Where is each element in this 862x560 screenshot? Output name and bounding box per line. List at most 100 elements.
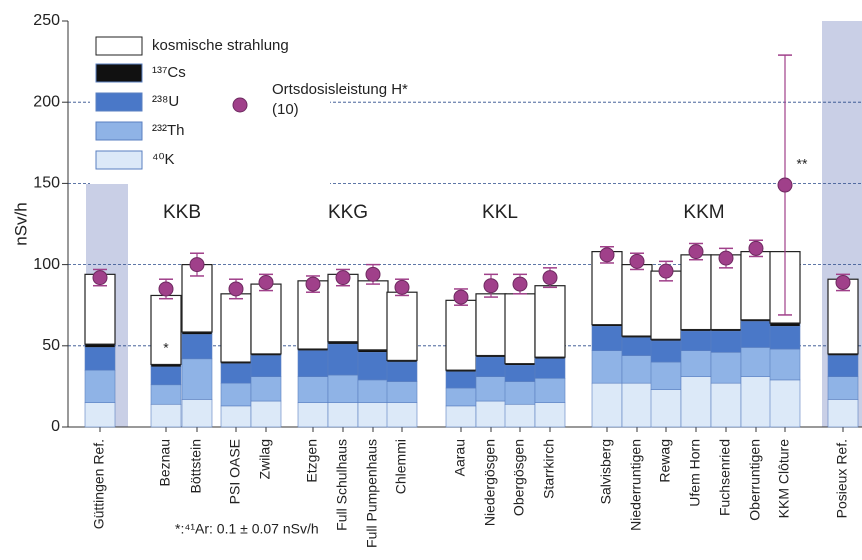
bar-segment (769, 348, 801, 381)
x-tick-label: Ufem Horn (687, 439, 703, 507)
y-tick-label: 0 (51, 418, 60, 435)
legend-swatch (95, 92, 143, 112)
bar-segment (220, 293, 252, 363)
annotation: ** (797, 156, 808, 172)
bar-segment (445, 299, 477, 371)
bar-segment (534, 358, 566, 379)
bar-segment (740, 251, 772, 321)
bar-segment (621, 355, 653, 384)
dose-point (777, 177, 793, 193)
bar-segment (710, 330, 742, 353)
x-tick-label: Posieux Ref. (834, 439, 850, 518)
dose-point (718, 250, 734, 266)
bar-segment (84, 347, 116, 371)
bar-segment (534, 377, 566, 403)
x-tick-label: Güttingen Ref. (91, 439, 107, 529)
bar-segment (84, 402, 116, 428)
bar-segment (445, 387, 477, 407)
bar-segment (475, 376, 507, 402)
group-label: KKM (683, 202, 724, 223)
footnote: *:⁴¹Ar: 0.1 ± 0.07 nSv/h (175, 521, 319, 537)
group-label: KKB (163, 202, 201, 223)
bar-segment (475, 293, 507, 357)
legend-label: kosmische strahlung (152, 37, 289, 54)
bar-segment (504, 293, 536, 365)
x-tick-label: Fuchsenried (717, 439, 733, 516)
x-tick-label: Beznau (157, 439, 173, 486)
x-tick-label: PSI OASE (227, 439, 243, 504)
dose-point (835, 274, 851, 290)
x-tick-label: Niedergösgen (482, 439, 498, 526)
bar-segment (475, 356, 507, 377)
bar-segment (250, 355, 282, 377)
legend-label: ¹³⁷Cs (152, 64, 186, 81)
bar-segment (680, 254, 712, 331)
y-tick-label: 150 (33, 175, 60, 192)
bar-segment (250, 283, 282, 355)
bar-segment (769, 379, 801, 428)
dose-point (365, 266, 381, 282)
legend-swatch (95, 150, 143, 170)
dose-point (483, 278, 499, 294)
y-tick-label: 250 (33, 12, 60, 29)
bar-segment (250, 376, 282, 402)
x-tick-label: Rewag (657, 439, 673, 483)
dose-point (599, 247, 615, 263)
bar-segment (150, 403, 182, 428)
bar-segment (445, 405, 477, 428)
dose-point (394, 279, 410, 295)
bar-segment (740, 347, 772, 377)
bar-segment (710, 382, 742, 428)
bar-segment (740, 321, 772, 348)
x-tick-label: Zwilag (257, 439, 273, 479)
bar-segment (769, 326, 801, 350)
dose-point (228, 281, 244, 297)
dose-point (658, 263, 674, 279)
bar-segment (504, 403, 536, 428)
bar-segment (150, 366, 182, 386)
dose-point (453, 289, 469, 305)
legend-label: Ortsdosisleistung H*(10) (272, 81, 408, 118)
bar-segment (740, 376, 772, 428)
bar-segment (680, 330, 712, 351)
legend-label: ²³²Th (152, 122, 185, 139)
dose-point (92, 270, 108, 286)
bar-segment (504, 364, 536, 382)
bar-segment (297, 376, 329, 403)
y-tick-label: 200 (33, 93, 60, 110)
bar-segment (650, 389, 682, 428)
x-tick-label: Full Pumpenhaus (364, 439, 380, 548)
bar-segment (827, 376, 859, 400)
y-tick-label: 100 (33, 256, 60, 273)
bar-segment (220, 382, 252, 407)
bar-segment (445, 371, 477, 389)
bar-segment (357, 351, 389, 381)
dose-point (158, 281, 174, 297)
y-axis-label: nSv/h (11, 202, 30, 245)
bar-segment (591, 350, 623, 384)
bar-segment (386, 291, 418, 362)
x-tick-label: Full Schulhaus (334, 439, 350, 531)
x-tick-label: Niederruntigen (628, 439, 644, 531)
dose-point (688, 244, 704, 260)
dose-point (542, 270, 558, 286)
legend-swatch (95, 36, 143, 56)
bar-segment (327, 402, 359, 428)
bar-segment (710, 351, 742, 384)
bar-segment (357, 379, 389, 403)
legend-dot (232, 97, 248, 113)
bar-segment (150, 294, 182, 366)
bar-segment (386, 381, 418, 403)
bar-segment (475, 400, 507, 428)
x-tick-label: Salvisberg (598, 439, 614, 504)
x-tick-label: Obergösgen (511, 439, 527, 516)
bar-segment (297, 350, 329, 377)
bar-segment (621, 382, 653, 428)
bar-segment (650, 340, 682, 363)
group-label: KKG (328, 202, 368, 223)
bar-segment (621, 264, 653, 337)
legend-swatch (95, 121, 143, 141)
bar-segment (181, 334, 213, 360)
